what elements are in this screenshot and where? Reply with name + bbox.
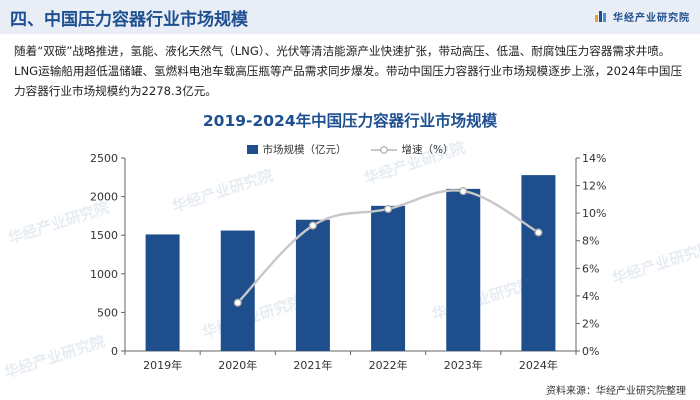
bar <box>371 205 406 351</box>
y-right-tick-label: 14% <box>582 152 606 165</box>
header-bar <box>0 0 700 34</box>
y-right-tick-label: 10% <box>582 207 606 220</box>
x-tick-label: 2021年 <box>293 358 332 372</box>
legend-label-bar: 市场规模（亿元） <box>262 144 347 156</box>
bar <box>145 234 180 351</box>
growth-point <box>534 228 543 237</box>
intro-paragraph: 随着“双碳”战略推进，氢能、液化天然气（LNG）、光伏等清洁能源产业快速扩张，带… <box>14 44 683 98</box>
y-left-tick-label: 500 <box>97 306 118 319</box>
section-title: 四、中国压力容器行业市场规模 <box>10 10 248 30</box>
x-tick-label: 2023年 <box>444 358 483 372</box>
x-tick-label: 2019年 <box>143 358 182 372</box>
legend-line-swatch <box>370 145 397 154</box>
y-right-tick-label: 4% <box>582 290 599 303</box>
chart-legend: 市场规模（亿元） 增速（%） <box>0 142 700 157</box>
y-left-tick-label: 1500 <box>90 229 118 242</box>
chart-title: 2019-2024年中国压力容器行业市场规模 <box>202 112 498 130</box>
y-right-tick-label: 0% <box>582 345 599 358</box>
y-right-tick-label: 2% <box>582 317 599 330</box>
legend-item-line: 增速（%） <box>370 142 454 157</box>
source-note: 资料来源：华经产业研究院整理 <box>546 386 686 397</box>
growth-point <box>233 298 242 307</box>
growth-point <box>384 204 393 214</box>
bar <box>521 175 556 351</box>
legend-item-bar: 市场规模（亿元） <box>246 142 347 157</box>
y-left-tick-label: 0 <box>111 345 118 358</box>
legend-bar-swatch <box>246 145 258 154</box>
y-left-tick-label: 2500 <box>90 152 118 165</box>
growth-point <box>308 221 317 230</box>
y-left-tick-label: 1000 <box>90 268 118 281</box>
legend-label-line: 增速（%） <box>401 144 454 156</box>
brand: 华经产业研究院 <box>595 9 690 24</box>
brand-name: 华经产业研究院 <box>613 13 690 24</box>
x-tick-label: 2022年 <box>369 358 408 372</box>
brand-logo-icon <box>595 11 607 22</box>
y-right-tick-label: 8% <box>582 235 599 248</box>
bar <box>295 219 330 351</box>
x-tick-label: 2024年 <box>519 358 558 372</box>
y-right-tick-label: 12% <box>582 180 606 193</box>
bar <box>446 188 481 351</box>
x-tick-label: 2020年 <box>218 358 257 372</box>
y-right-tick-label: 6% <box>582 262 599 275</box>
y-left-tick-label: 2000 <box>90 191 118 204</box>
growth-point <box>459 187 468 196</box>
